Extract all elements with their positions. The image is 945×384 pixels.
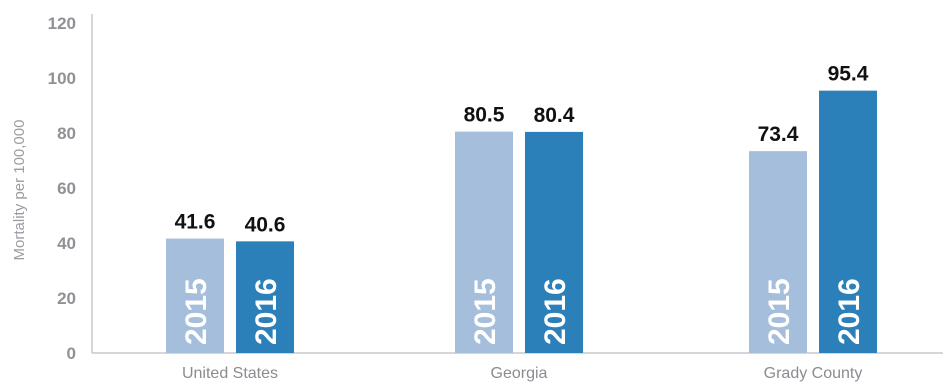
bar-series-label: 2015 (469, 278, 502, 345)
data-label: 73.4 (758, 123, 799, 146)
bar-2015 (455, 131, 513, 353)
y-tick-label: 60 (57, 179, 76, 198)
y-tick-label: 0 (67, 344, 76, 363)
data-label: 80.5 (464, 104, 505, 127)
category-label: United States (182, 365, 278, 382)
bar-series-label: 2016 (250, 278, 283, 345)
bar-2016 (819, 90, 877, 354)
bar-2016 (236, 241, 294, 353)
data-label: 40.6 (245, 213, 286, 236)
y-tick-label: 40 (57, 234, 76, 253)
data-label: 80.4 (534, 104, 575, 127)
y-tick-label: 80 (57, 124, 76, 143)
data-label: 95.4 (828, 63, 869, 86)
bar-series-label: 2015 (763, 278, 796, 345)
y-axis-label: Mortality per 100,000 (11, 120, 28, 261)
y-axis-ticks: 0 20 40 60 80 100 120 (48, 14, 76, 363)
y-tick-label: 20 (57, 289, 76, 308)
bars-group: 41.6 2015 40.6 2016 80.5 2015 80.4 2016 73.4 2015… (166, 63, 877, 354)
y-tick-label: 100 (48, 69, 76, 88)
y-tick-label: 120 (48, 14, 76, 33)
category-label: Grady County (764, 365, 863, 382)
bar-series-label: 2016 (539, 278, 572, 345)
bar-2015 (166, 238, 224, 353)
category-labels: United States Georgia Grady County (182, 365, 862, 382)
bar-series-label: 2016 (833, 278, 866, 345)
bar-2016 (525, 131, 583, 353)
category-label: Georgia (491, 365, 548, 382)
bar-series-label: 2015 (180, 278, 213, 345)
bar-2015 (749, 151, 807, 353)
data-label: 41.6 (175, 211, 216, 234)
